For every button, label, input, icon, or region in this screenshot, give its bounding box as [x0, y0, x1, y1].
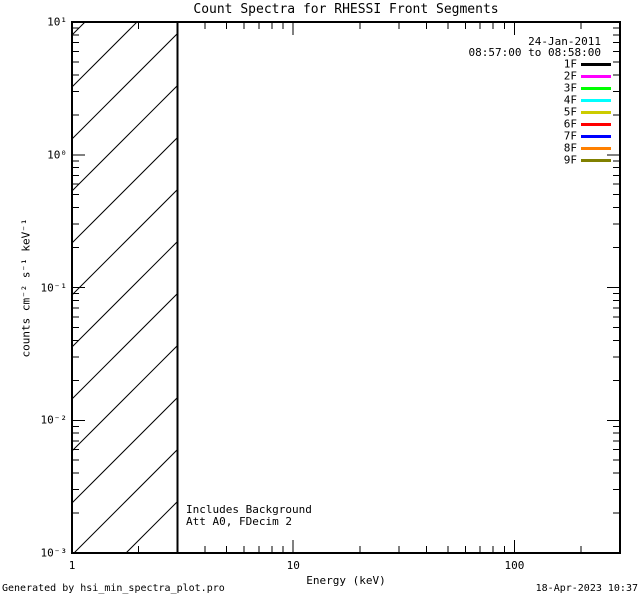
hatched-region [72, 22, 178, 553]
legend-color-swatch [581, 146, 611, 150]
hatch-line [73, 448, 178, 553]
hatch-line [72, 188, 178, 296]
chart-title: Count Spectra for RHESSI Front Segments [193, 2, 499, 17]
legend-label: 7F [563, 129, 577, 143]
footer-timestamp: 18-Apr-2023 10:37 [535, 583, 638, 594]
hatch-line [72, 240, 178, 348]
hatch-line [72, 22, 86, 36]
legend-color-swatch [581, 158, 611, 162]
date-label: 24-Jan-2011 [528, 35, 601, 48]
hatch-line [125, 500, 178, 553]
legend-color-swatch [581, 86, 611, 90]
legend-color-swatch [581, 110, 611, 114]
legend-label: 6F [563, 117, 577, 131]
legend-label: 4F [563, 93, 577, 107]
hatch-line [72, 32, 178, 140]
annotation-attenuator-state: Att A0, FDecim 2 [186, 515, 292, 528]
x-axis-title: Energy (keV) [306, 574, 386, 587]
hatch-line [72, 292, 178, 400]
hatch-line [72, 136, 178, 244]
legend-color-swatch [581, 134, 611, 138]
hatch-line [72, 396, 178, 504]
x-tick-label: 1 [68, 559, 76, 572]
legend-color-swatch [581, 98, 611, 102]
legend-color-swatch [581, 74, 611, 78]
y-tick-label: 10⁻¹ [40, 281, 68, 294]
annotation-includes-background: Includes Background [186, 503, 312, 516]
legend-label: 9F [563, 153, 577, 167]
y-tick-label: 10⁰ [47, 148, 67, 162]
legend-label: 2F [563, 69, 577, 83]
hatch-line [72, 344, 178, 452]
legend-label: 5F [563, 105, 577, 119]
time-range-label: 08:57:00 to 08:58:00 [468, 46, 601, 59]
y-tick-label: 10¹ [47, 15, 67, 29]
legend-label: 1F [563, 57, 577, 71]
hatch-line [72, 84, 178, 192]
hatch-line [72, 22, 138, 88]
legend-label: 8F [563, 141, 577, 155]
legend-color-swatch [581, 122, 611, 126]
y-axis-title: counts cm⁻² s⁻¹ keV⁻¹ [19, 218, 33, 358]
legend-color-swatch [581, 62, 611, 66]
footer-generator-label: Generated by hsi_min_spectra_plot.pro [2, 583, 225, 594]
x-tick-label: 10 [286, 559, 300, 572]
legend-label: 3F [563, 81, 577, 95]
x-tick-label: 100 [504, 559, 525, 572]
y-tick-label: 10⁻² [40, 413, 68, 427]
y-tick-label: 10⁻³ [40, 546, 68, 560]
